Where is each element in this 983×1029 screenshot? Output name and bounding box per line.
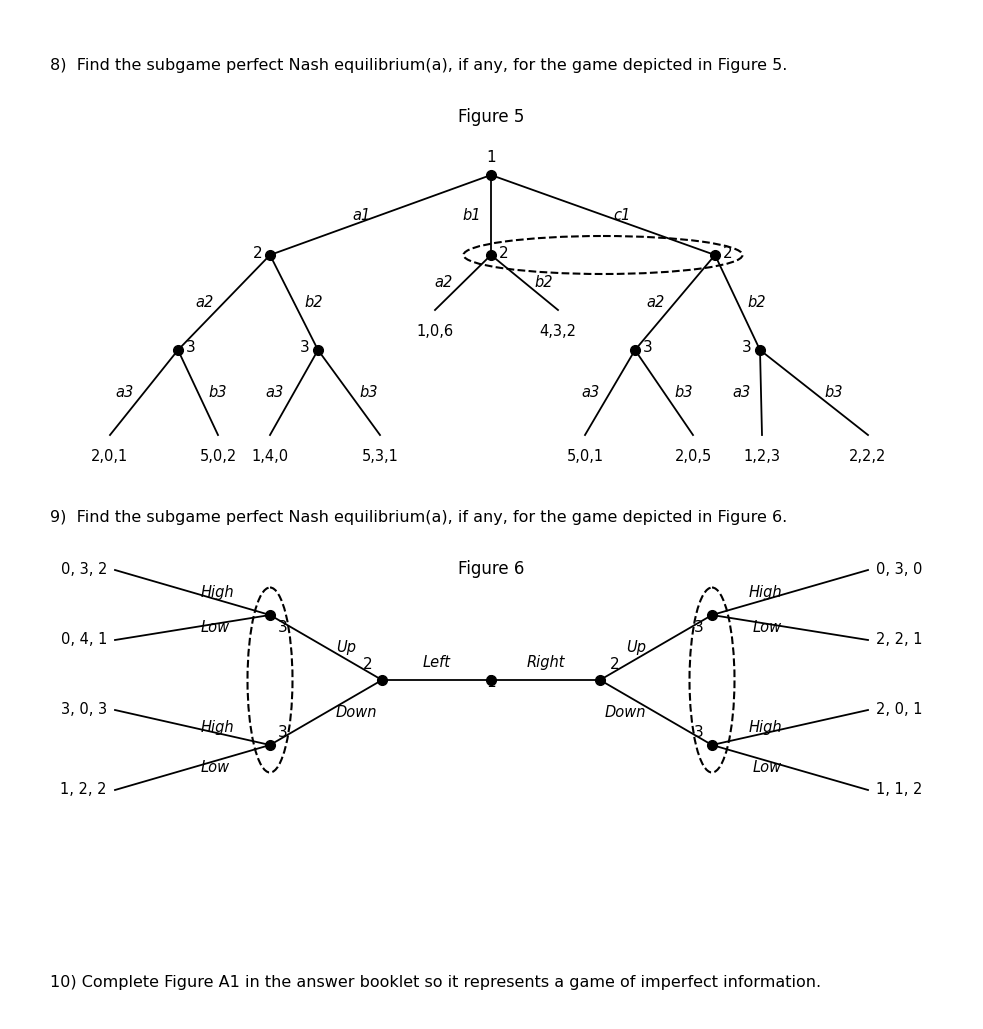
Text: 1: 1 xyxy=(487,675,495,690)
Text: a2: a2 xyxy=(647,295,665,310)
Text: 2, 2, 1: 2, 2, 1 xyxy=(876,633,922,647)
Text: 3: 3 xyxy=(694,620,704,635)
Text: 0, 3, 0: 0, 3, 0 xyxy=(876,563,922,577)
Text: 3, 0, 3: 3, 0, 3 xyxy=(61,703,107,717)
Text: Low: Low xyxy=(753,760,782,775)
Text: Low: Low xyxy=(201,620,230,635)
Text: High: High xyxy=(748,720,782,735)
Text: 2: 2 xyxy=(253,246,262,260)
Text: Down: Down xyxy=(605,705,646,720)
Text: 1,4,0: 1,4,0 xyxy=(252,449,289,464)
Text: 9)  Find the subgame perfect Nash equilibrium(a), if any, for the game depicted : 9) Find the subgame perfect Nash equilib… xyxy=(50,510,787,525)
Text: Down: Down xyxy=(336,705,377,720)
Text: a3: a3 xyxy=(582,385,600,400)
Text: 2: 2 xyxy=(363,657,372,672)
Text: 8)  Find the subgame perfect Nash equilibrium(a), if any, for the game depicted : 8) Find the subgame perfect Nash equilib… xyxy=(50,58,787,73)
Text: 1, 2, 2: 1, 2, 2 xyxy=(61,782,107,797)
Text: 3: 3 xyxy=(278,620,288,635)
Text: Figure 6: Figure 6 xyxy=(458,560,525,578)
Text: b3: b3 xyxy=(359,385,377,400)
Text: a1: a1 xyxy=(352,208,371,222)
Text: High: High xyxy=(748,586,782,600)
Text: 0, 4, 1: 0, 4, 1 xyxy=(61,633,107,647)
Text: Figure 5: Figure 5 xyxy=(458,108,525,126)
Text: 2: 2 xyxy=(610,657,619,672)
Text: 3: 3 xyxy=(643,341,653,355)
Text: b1: b1 xyxy=(462,208,481,222)
Text: 1,2,3: 1,2,3 xyxy=(743,449,781,464)
Text: 2, 0, 1: 2, 0, 1 xyxy=(876,703,922,717)
Text: 3: 3 xyxy=(300,341,310,355)
Text: Left: Left xyxy=(423,655,450,670)
Text: High: High xyxy=(201,720,234,735)
Text: a2: a2 xyxy=(196,295,214,310)
Text: High: High xyxy=(201,586,234,600)
Text: Up: Up xyxy=(626,640,646,655)
Text: Low: Low xyxy=(201,760,230,775)
Text: Up: Up xyxy=(336,640,356,655)
Text: 3: 3 xyxy=(186,341,196,355)
Text: 3: 3 xyxy=(694,725,704,740)
Text: 2: 2 xyxy=(723,246,732,260)
Text: 2,0,5: 2,0,5 xyxy=(674,449,712,464)
Text: 4,3,2: 4,3,2 xyxy=(540,324,576,339)
Text: 5,0,1: 5,0,1 xyxy=(566,449,604,464)
Text: 1, 1, 2: 1, 1, 2 xyxy=(876,782,922,797)
Text: b3: b3 xyxy=(674,385,692,400)
Text: 3: 3 xyxy=(742,341,752,355)
Text: 2,0,1: 2,0,1 xyxy=(91,449,129,464)
Text: Low: Low xyxy=(753,620,782,635)
Text: a3: a3 xyxy=(732,385,751,400)
Text: 5,0,2: 5,0,2 xyxy=(200,449,237,464)
Text: 10) Complete Figure A1 in the answer booklet so it represents a game of imperfec: 10) Complete Figure A1 in the answer boo… xyxy=(50,975,821,990)
Text: b2: b2 xyxy=(535,275,553,290)
Text: b2: b2 xyxy=(304,295,322,310)
Text: 3: 3 xyxy=(278,725,288,740)
Text: 2,2,2: 2,2,2 xyxy=(849,449,887,464)
Text: 1: 1 xyxy=(487,150,495,165)
Text: a3: a3 xyxy=(265,385,284,400)
Text: b2: b2 xyxy=(747,295,766,310)
Text: 1,0,6: 1,0,6 xyxy=(417,324,453,339)
Text: b3: b3 xyxy=(208,385,226,400)
Text: Right: Right xyxy=(526,655,565,670)
Text: a3: a3 xyxy=(116,385,134,400)
Text: a2: a2 xyxy=(434,275,453,290)
Text: 2: 2 xyxy=(499,246,508,260)
Text: 0, 3, 2: 0, 3, 2 xyxy=(61,563,107,577)
Text: 5,3,1: 5,3,1 xyxy=(362,449,398,464)
Text: b3: b3 xyxy=(824,385,842,400)
Text: c1: c1 xyxy=(613,208,630,222)
